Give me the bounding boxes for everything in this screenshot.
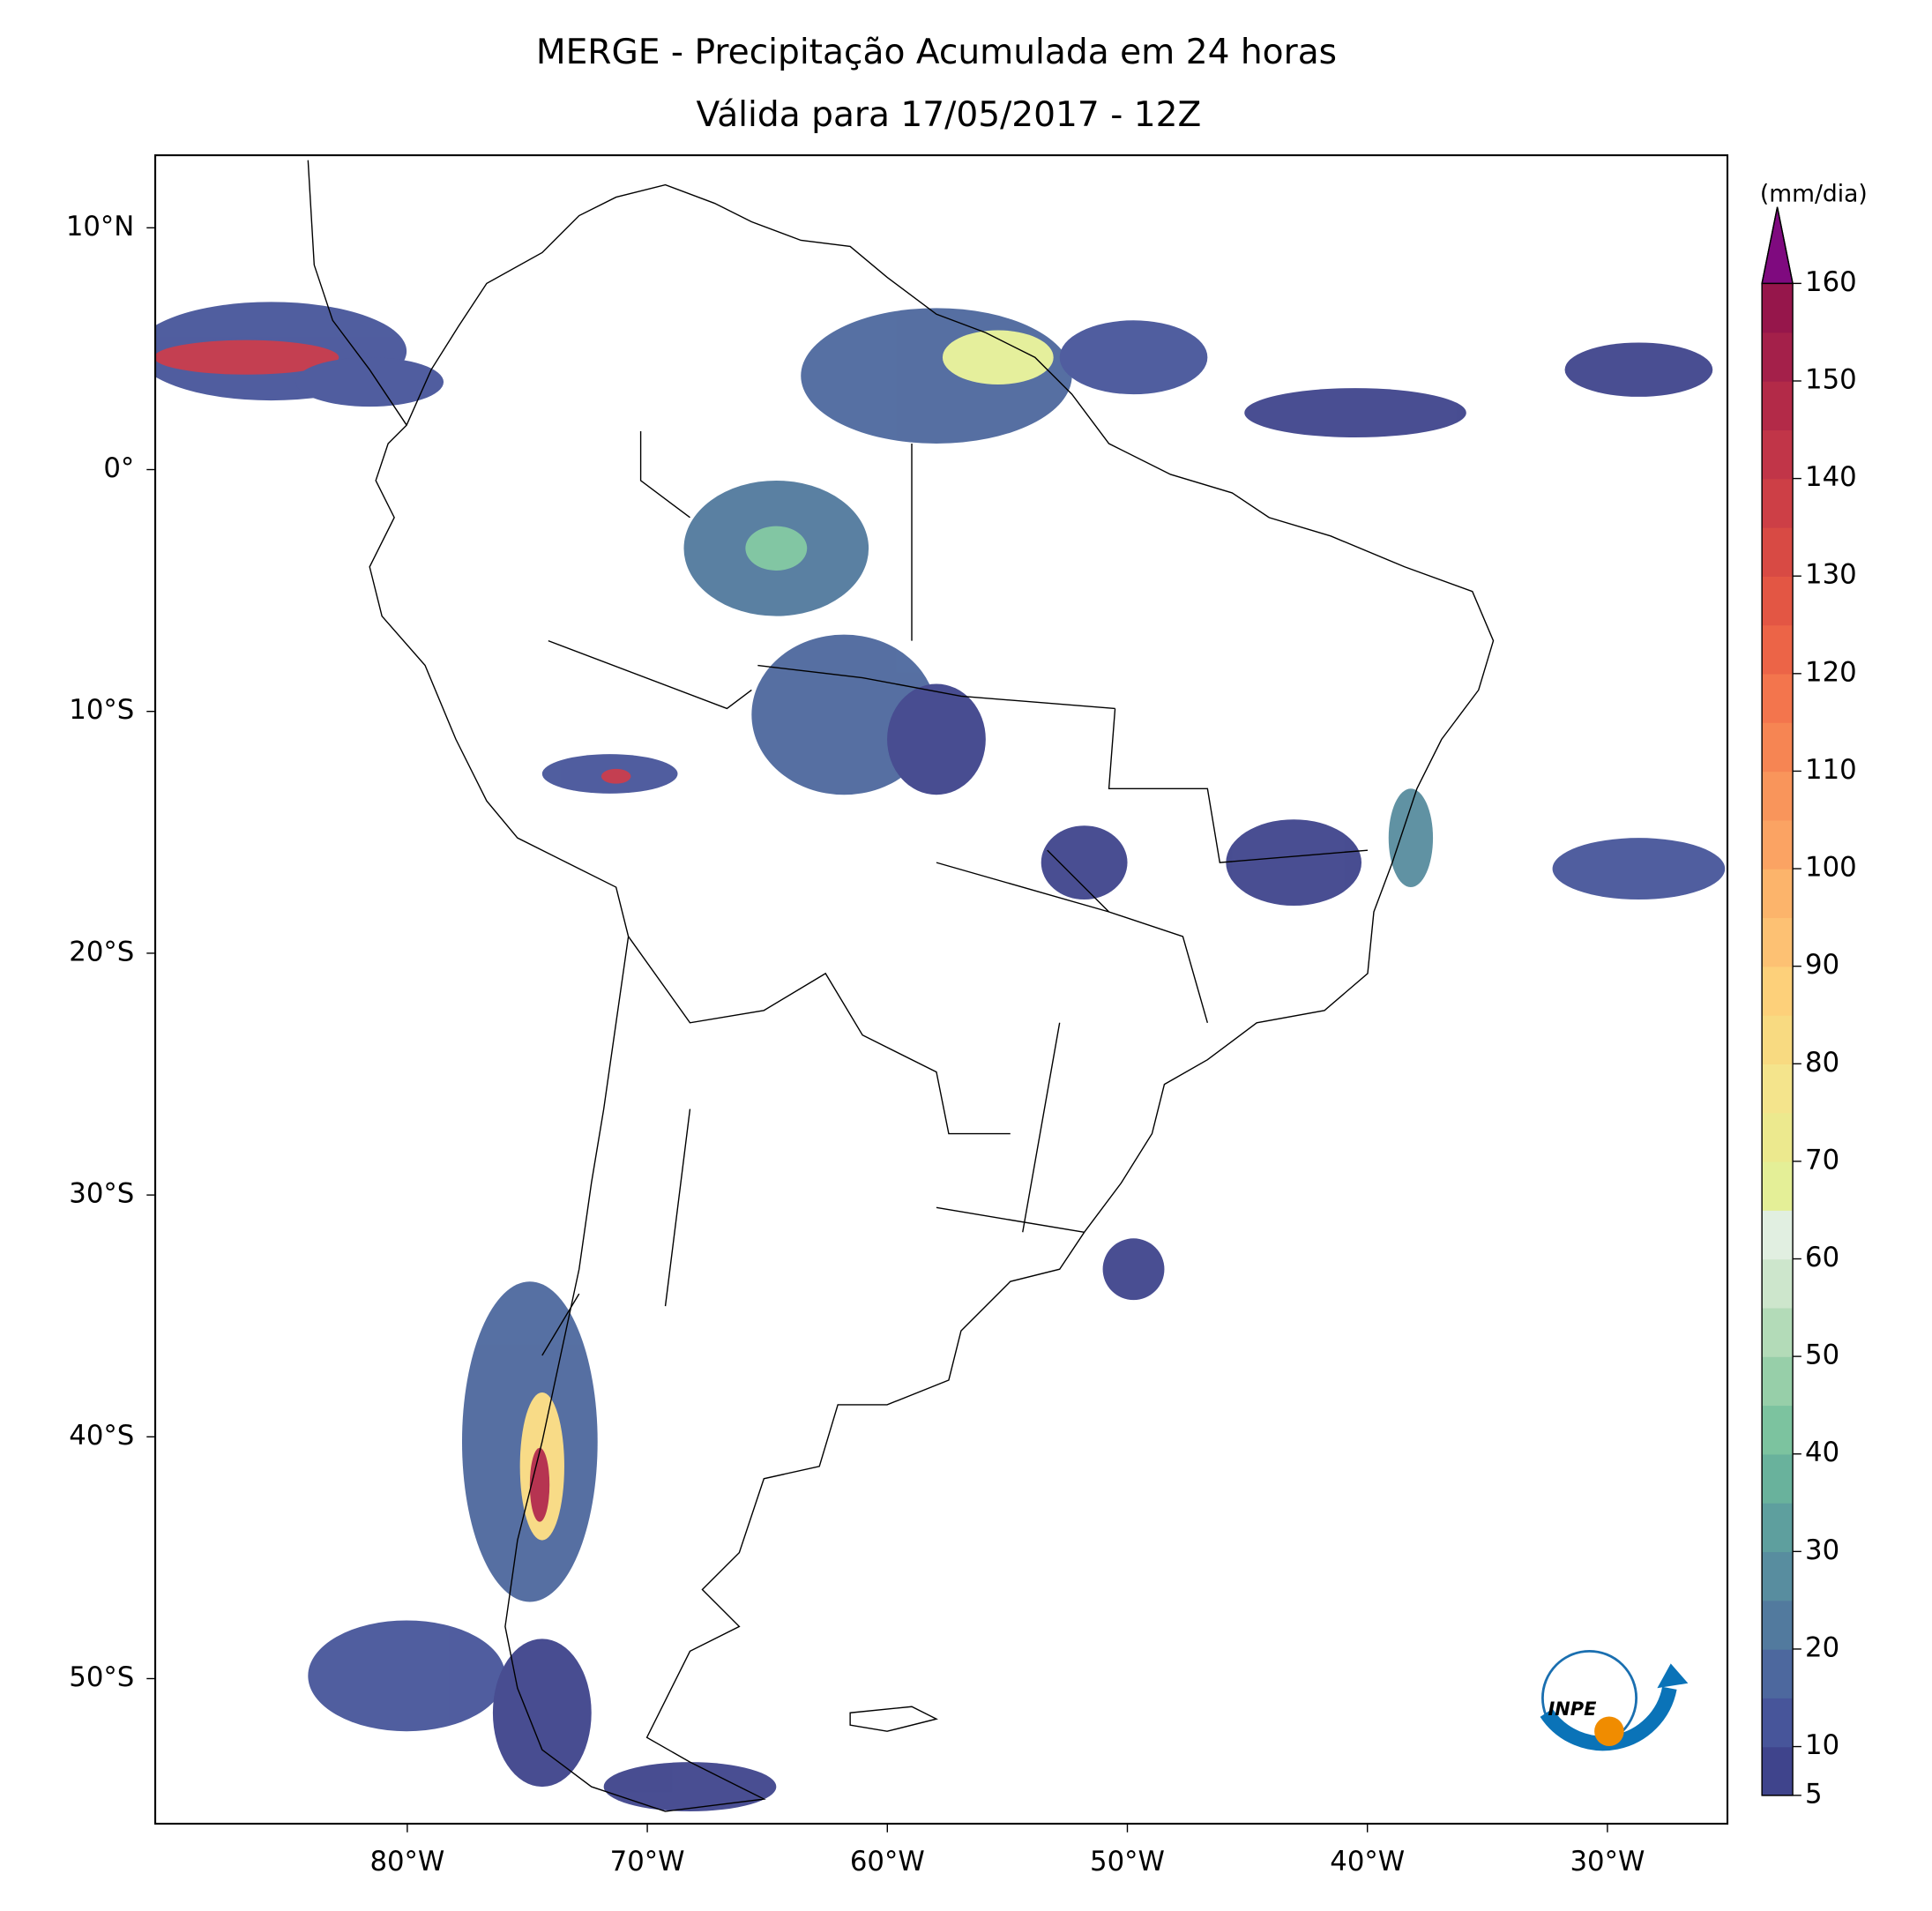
colorbar-segment (1762, 526, 1794, 577)
colorbar-segment (1762, 478, 1794, 528)
colorbar-tick-label: 90 (1805, 949, 1839, 981)
coastline (307, 160, 1495, 1812)
colorbar-segment (1762, 1112, 1794, 1162)
x-tick-label: 60°W (850, 1846, 925, 1877)
colorbar-segment (1762, 1698, 1794, 1748)
y-tick-label: 0° (103, 452, 134, 484)
colorbar-segment (1762, 1210, 1794, 1260)
y-tick-label: 40°S (69, 1420, 134, 1452)
colorbar-segment (1762, 1648, 1794, 1698)
title-line: MERGE - Precipitação Acumulada em 24 hor… (536, 33, 1337, 72)
colorbar-segment (1762, 1405, 1794, 1455)
colorbar-segment (1762, 1551, 1794, 1601)
colorbar-segment (1762, 1453, 1794, 1504)
precipitation (155, 302, 1726, 1812)
x-tick-label: 80°W (369, 1846, 444, 1877)
colorbar-segment (1762, 1746, 1794, 1796)
colorbar-segment (1762, 1600, 1794, 1650)
y-tick-label: 10°N (66, 211, 134, 243)
colorbar-segment (1762, 380, 1794, 430)
colorbar-tick-label: 70 (1805, 1144, 1839, 1176)
colorbar-label: (mm/dia) (1760, 180, 1868, 207)
colorbar-segment (1762, 332, 1794, 382)
colorbar-segment (1762, 966, 1794, 1016)
colorbar-segment (1762, 1503, 1794, 1553)
colorbar-tick-label: 120 (1805, 656, 1857, 688)
colorbar-segment (1762, 283, 1794, 333)
x-tick-label: 70°W (610, 1846, 685, 1877)
colorbar-segment (1762, 917, 1794, 967)
colorbar-tick-label: 160 (1805, 266, 1857, 298)
axes-frame (154, 154, 1729, 1825)
colorbar-segment (1762, 429, 1794, 480)
title-line: Válida para 17/05/2017 - 12Z (696, 95, 1201, 135)
y-tick-label: 20°S (69, 936, 134, 967)
colorbar-tick-label: 40 (1805, 1437, 1839, 1468)
y-tick-label: 50°S (69, 1661, 134, 1693)
colorbar-tick-label: 60 (1805, 1242, 1839, 1273)
colorbar-tick-label: 130 (1805, 559, 1857, 591)
y-tick-label: 30°S (69, 1178, 134, 1210)
colorbar-segment (1762, 1161, 1794, 1211)
colorbar-segment (1762, 1307, 1794, 1357)
colorbar-segment (1762, 624, 1794, 675)
colorbar-segment (1762, 1064, 1794, 1114)
colorbar-segment (1762, 869, 1794, 919)
colorbar-tick-label: 30 (1805, 1534, 1839, 1566)
map (155, 160, 1726, 1812)
colorbar-tick-label: 10 (1805, 1729, 1839, 1761)
colorbar-segment (1762, 819, 1794, 870)
x-tick-label: 40°W (1330, 1846, 1405, 1877)
x-tick-label: 50°W (1090, 1846, 1165, 1877)
colorbar-segment (1762, 771, 1794, 821)
colorbar-tick-label: 50 (1805, 1340, 1839, 1371)
colorbar-frame (1761, 206, 1794, 1796)
colorbar-segment (1762, 722, 1794, 773)
y-tick-label: 10°S (69, 694, 134, 726)
colorbar-segment (1762, 1014, 1794, 1064)
colorbar-segment (1762, 673, 1794, 723)
colorbar-tick-label: 5 (1805, 1778, 1823, 1810)
colorbar-tick-label: 140 (1805, 461, 1857, 493)
colorbar-tick-label: 20 (1805, 1631, 1839, 1663)
colorbar-tick-label: 80 (1805, 1047, 1839, 1079)
colorbar-tick-label: 100 (1805, 852, 1857, 884)
inpe-logo: INPE (1540, 1649, 1689, 1751)
colorbar-segment (1762, 1356, 1794, 1407)
colorbar-tick-label: 110 (1805, 754, 1857, 786)
x-tick-label: 30°W (1570, 1846, 1645, 1877)
colorbar-segment (1762, 576, 1794, 626)
colorbar-tick-label: 150 (1805, 363, 1857, 395)
colorbar-segment (1762, 1258, 1794, 1309)
logo-text: INPE (1548, 1698, 1597, 1720)
